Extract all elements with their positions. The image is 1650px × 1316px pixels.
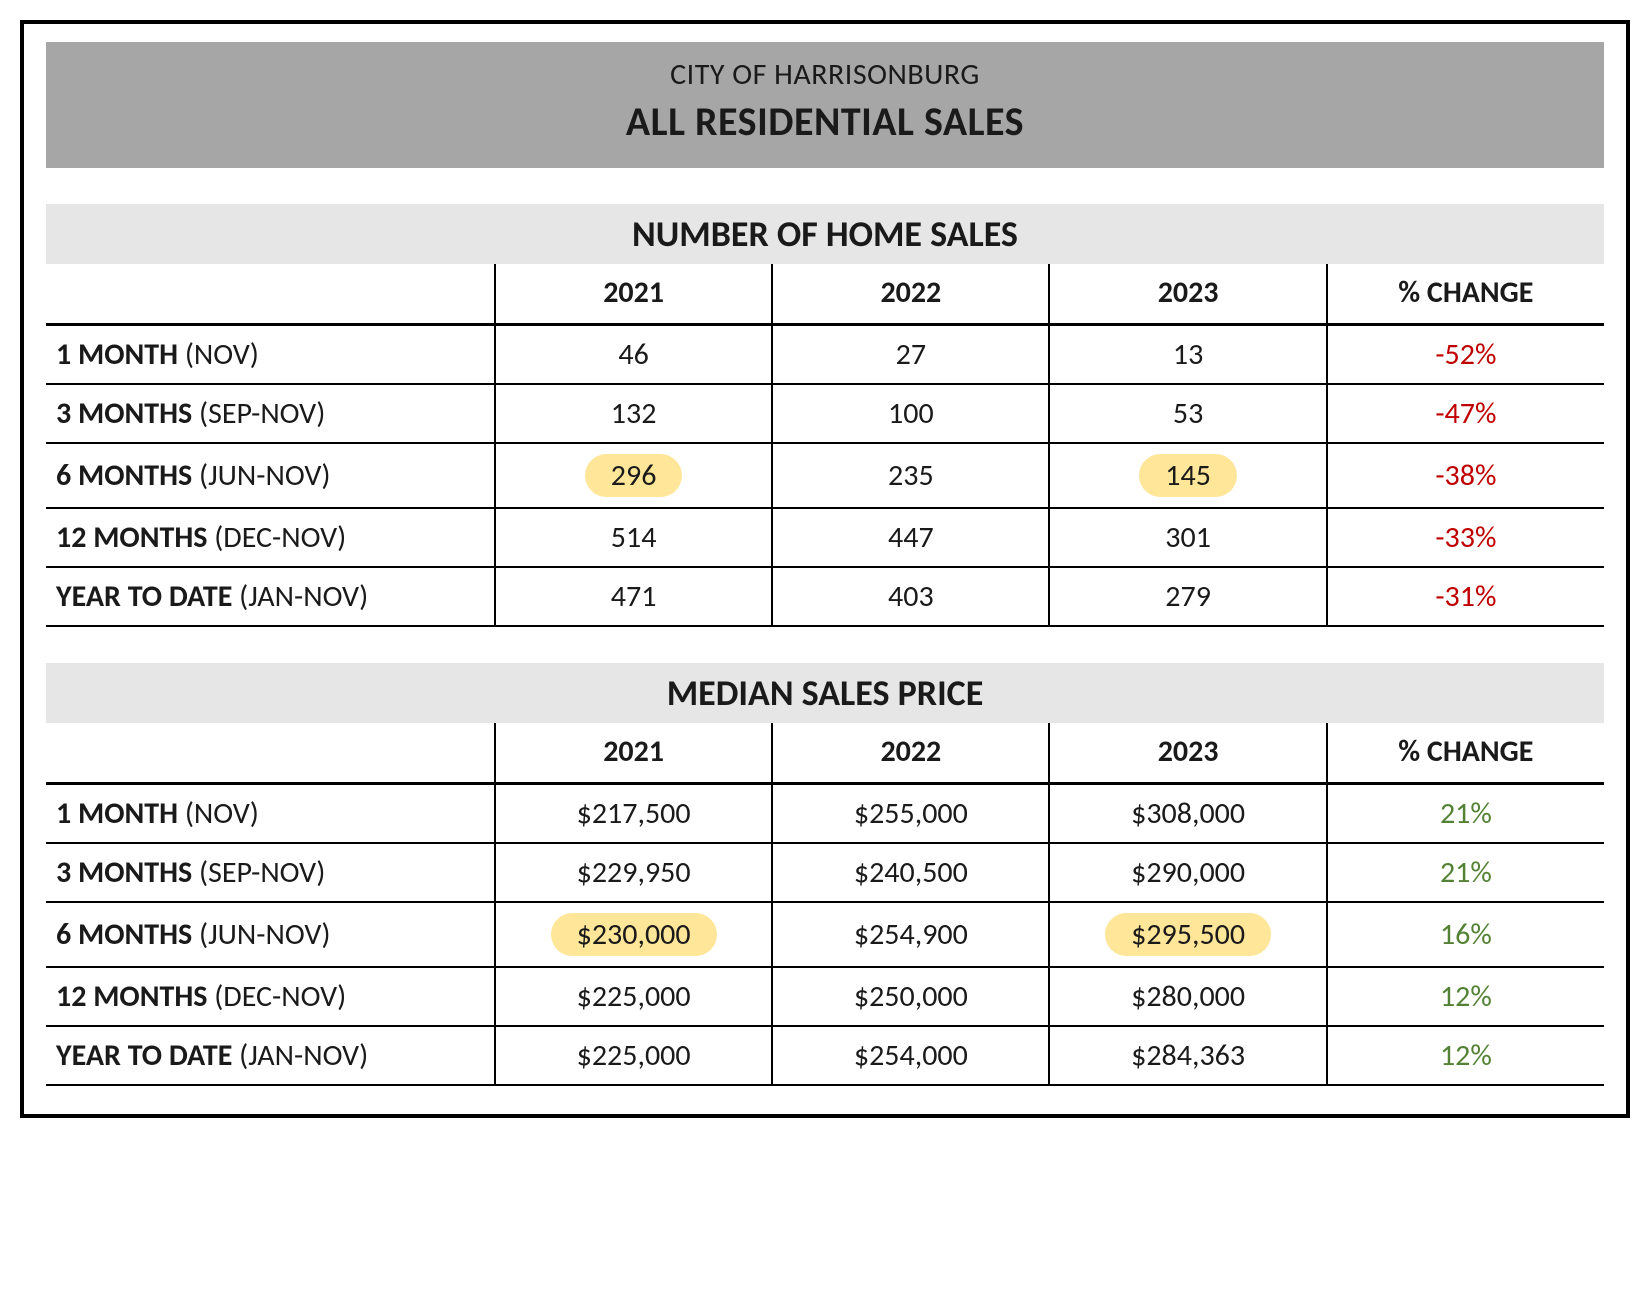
data-cell: 279	[1049, 567, 1326, 626]
highlight-pill: 145	[1139, 454, 1237, 497]
section-title: MEDIAN SALES PRICE	[46, 663, 1604, 723]
row-label: 1 MONTH (NOV)	[46, 325, 495, 385]
data-cell: $254,900	[772, 902, 1049, 967]
data-cell: 27	[772, 325, 1049, 385]
title-block: CITY OF HARRISONBURG ALL RESIDENTIAL SAL…	[46, 42, 1604, 168]
highlight-pill: 296	[585, 454, 683, 497]
data-cell: $230,000	[495, 902, 772, 967]
pct-change-cell: 21%	[1327, 843, 1604, 902]
data-table: 202120222023% CHANGE1 MONTH (NOV)462713-…	[46, 264, 1604, 627]
table-row: 6 MONTHS (JUN-NOV) 296 235 145 -38%	[46, 443, 1604, 508]
data-cell: $290,000	[1049, 843, 1326, 902]
data-cell: 13	[1049, 325, 1326, 385]
row-label: YEAR TO DATE (JAN-NOV)	[46, 567, 495, 626]
table-row: 1 MONTH (NOV)$217,500$255,000$308,00021%	[46, 784, 1604, 844]
highlight-pill: $230,000	[551, 913, 717, 956]
col-header: 2023	[1049, 723, 1326, 784]
data-cell: 447	[772, 508, 1049, 567]
data-cell: $225,000	[495, 967, 772, 1026]
pct-change-cell: -38%	[1327, 443, 1604, 508]
table-row: 12 MONTHS (DEC-NOV)$225,000$250,000$280,…	[46, 967, 1604, 1026]
data-cell: 53	[1049, 384, 1326, 443]
row-label: 6 MONTHS (JUN-NOV)	[46, 443, 495, 508]
table-row: 12 MONTHS (DEC-NOV)514447301-33%	[46, 508, 1604, 567]
row-label: 12 MONTHS (DEC-NOV)	[46, 508, 495, 567]
data-cell: $308,000	[1049, 784, 1326, 844]
data-cell: 296	[495, 443, 772, 508]
pct-change-cell: -33%	[1327, 508, 1604, 567]
col-header	[46, 723, 495, 784]
col-header: % CHANGE	[1327, 723, 1604, 784]
data-cell: 100	[772, 384, 1049, 443]
data-cell: $254,000	[772, 1026, 1049, 1085]
data-cell: 46	[495, 325, 772, 385]
data-table: 202120222023% CHANGE1 MONTH (NOV)$217,50…	[46, 723, 1604, 1086]
report-frame: CITY OF HARRISONBURG ALL RESIDENTIAL SAL…	[20, 20, 1630, 1118]
col-header: 2022	[772, 264, 1049, 325]
pct-change-cell: -52%	[1327, 325, 1604, 385]
row-label: 6 MONTHS (JUN-NOV)	[46, 902, 495, 967]
table-row: 6 MONTHS (JUN-NOV) $230,000 $254,900 $295,5…	[46, 902, 1604, 967]
col-header: 2022	[772, 723, 1049, 784]
pct-change-cell: -31%	[1327, 567, 1604, 626]
data-cell: 132	[495, 384, 772, 443]
data-cell: $217,500	[495, 784, 772, 844]
data-cell: 145	[1049, 443, 1326, 508]
data-cell: $229,950	[495, 843, 772, 902]
section-title: NUMBER OF HOME SALES	[46, 204, 1604, 264]
col-header: 2021	[495, 264, 772, 325]
data-cell: $295,500	[1049, 902, 1326, 967]
data-cell: 301	[1049, 508, 1326, 567]
data-cell: $284,363	[1049, 1026, 1326, 1085]
pct-change-cell: -47%	[1327, 384, 1604, 443]
table-row: YEAR TO DATE (JAN-NOV)471403279-31%	[46, 567, 1604, 626]
data-cell: $240,500	[772, 843, 1049, 902]
pct-change-cell: 21%	[1327, 784, 1604, 844]
col-header: % CHANGE	[1327, 264, 1604, 325]
table-row: 3 MONTHS (SEP-NOV)13210053-47%	[46, 384, 1604, 443]
data-cell: 514	[495, 508, 772, 567]
table-row: YEAR TO DATE (JAN-NOV)$225,000$254,000$2…	[46, 1026, 1604, 1085]
title-line1: CITY OF HARRISONBURG	[46, 56, 1604, 93]
data-cell: $225,000	[495, 1026, 772, 1085]
data-cell: 471	[495, 567, 772, 626]
table-row: 3 MONTHS (SEP-NOV)$229,950$240,500$290,0…	[46, 843, 1604, 902]
row-label: YEAR TO DATE (JAN-NOV)	[46, 1026, 495, 1085]
row-label: 3 MONTHS (SEP-NOV)	[46, 843, 495, 902]
data-cell: 235	[772, 443, 1049, 508]
data-cell: 403	[772, 567, 1049, 626]
row-label: 1 MONTH (NOV)	[46, 784, 495, 844]
data-cell: $250,000	[772, 967, 1049, 1026]
pct-change-cell: 12%	[1327, 967, 1604, 1026]
highlight-pill: $295,500	[1105, 913, 1271, 956]
row-label: 3 MONTHS (SEP-NOV)	[46, 384, 495, 443]
col-header: 2021	[495, 723, 772, 784]
col-header	[46, 264, 495, 325]
col-header: 2023	[1049, 264, 1326, 325]
data-cell: $280,000	[1049, 967, 1326, 1026]
pct-change-cell: 12%	[1327, 1026, 1604, 1085]
pct-change-cell: 16%	[1327, 902, 1604, 967]
row-label: 12 MONTHS (DEC-NOV)	[46, 967, 495, 1026]
table-row: 1 MONTH (NOV)462713-52%	[46, 325, 1604, 385]
title-line2: ALL RESIDENTIAL SALES	[46, 97, 1604, 146]
data-cell: $255,000	[772, 784, 1049, 844]
